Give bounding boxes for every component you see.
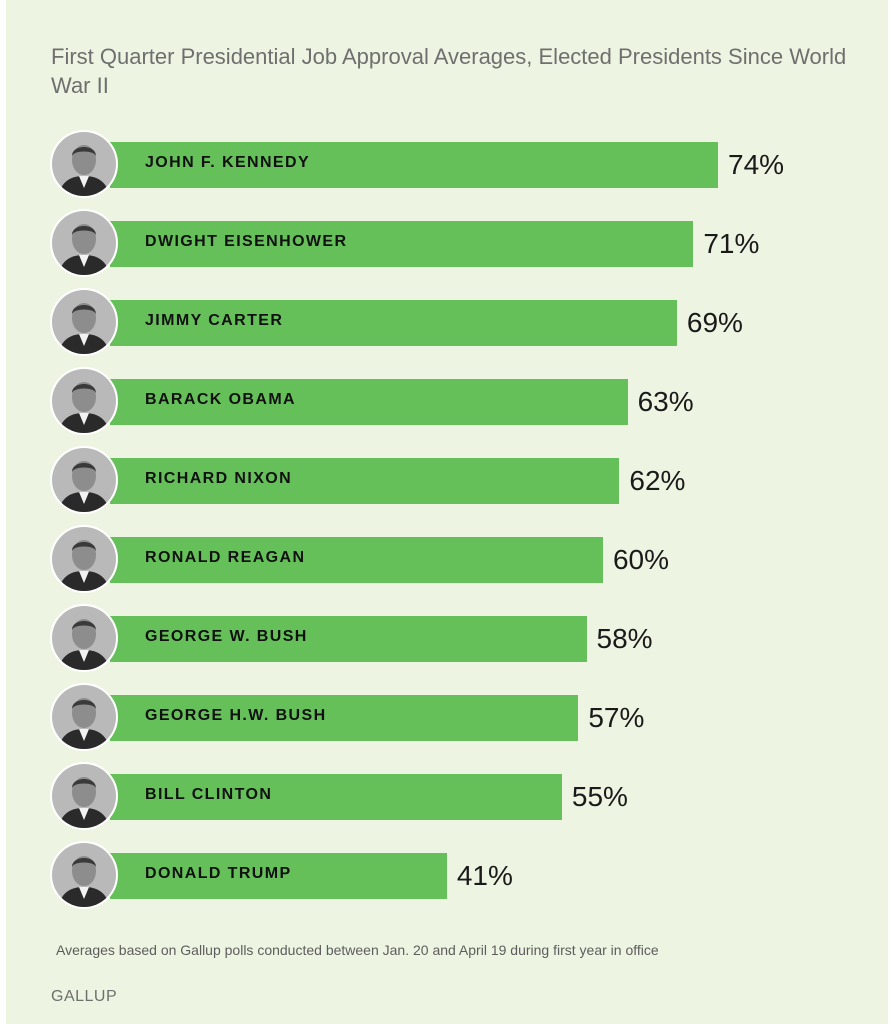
data-label: 71% — [703, 228, 760, 259]
category-label: DWIGHT EISENHOWER — [145, 233, 348, 250]
president-portrait-icon — [50, 209, 118, 277]
category-label: JOHN F. KENNEDY — [145, 154, 311, 171]
category-label: JIMMY CARTER — [145, 312, 284, 329]
bar — [110, 300, 677, 346]
category-label: BILL CLINTON — [145, 786, 273, 803]
category-label: GEORGE H.W. BUSH — [145, 707, 327, 724]
president-portrait-icon — [50, 367, 118, 435]
bar — [110, 142, 718, 188]
bar — [110, 695, 579, 741]
president-portrait-icon — [50, 446, 118, 514]
president-portrait-icon — [50, 604, 118, 672]
bar — [110, 458, 620, 504]
data-label: 58% — [596, 623, 653, 654]
bar-row: RICHARD NIXON 62% — [0, 446, 891, 518]
source-logo: GALLUP — [51, 988, 118, 1005]
category-label: BARACK OBAMA — [145, 391, 297, 408]
bar-row: JIMMY CARTER 69% — [0, 288, 891, 360]
data-label: 74% — [728, 149, 785, 180]
bar-row: DONALD TRUMP 41% — [0, 841, 891, 913]
bar — [110, 537, 603, 583]
president-portrait-icon — [50, 288, 118, 356]
bar — [110, 379, 628, 425]
president-portrait-icon — [50, 841, 118, 909]
chart-title: First Quarter Presidential Job Approval … — [51, 44, 847, 98]
category-label: RICHARD NIXON — [145, 470, 293, 487]
bar-row: GEORGE H.W. BUSH 57% — [0, 683, 891, 755]
bar-row: JOHN F. KENNEDY 74% — [0, 130, 891, 202]
chart-footnote: Averages based on Gallup polls conducted… — [56, 942, 659, 958]
president-portrait-icon — [50, 683, 118, 751]
bar — [110, 221, 694, 267]
president-portrait-icon — [50, 525, 118, 593]
data-label: 57% — [588, 702, 645, 733]
bar-row: DWIGHT EISENHOWER 71% — [0, 209, 891, 281]
data-label: 63% — [637, 386, 694, 417]
data-label: 55% — [571, 781, 628, 812]
category-label: GEORGE W. BUSH — [145, 628, 308, 645]
data-label: 60% — [612, 544, 670, 575]
bar — [110, 616, 587, 662]
bar — [110, 853, 447, 899]
category-label: RONALD REAGAN — [145, 549, 306, 566]
president-portrait-icon — [50, 762, 118, 830]
bar-row: RONALD REAGAN 60% — [0, 525, 891, 597]
president-portrait-icon — [50, 130, 118, 198]
bar — [110, 774, 562, 820]
data-label: 41% — [456, 860, 513, 891]
bar-row: GEORGE W. BUSH 58% — [0, 604, 891, 676]
bar-row: BILL CLINTON 55% — [0, 762, 891, 834]
category-label: DONALD TRUMP — [145, 865, 292, 882]
data-label: 62% — [629, 465, 686, 496]
data-label: 69% — [686, 307, 743, 338]
bar-row: BARACK OBAMA 63% — [0, 367, 891, 439]
